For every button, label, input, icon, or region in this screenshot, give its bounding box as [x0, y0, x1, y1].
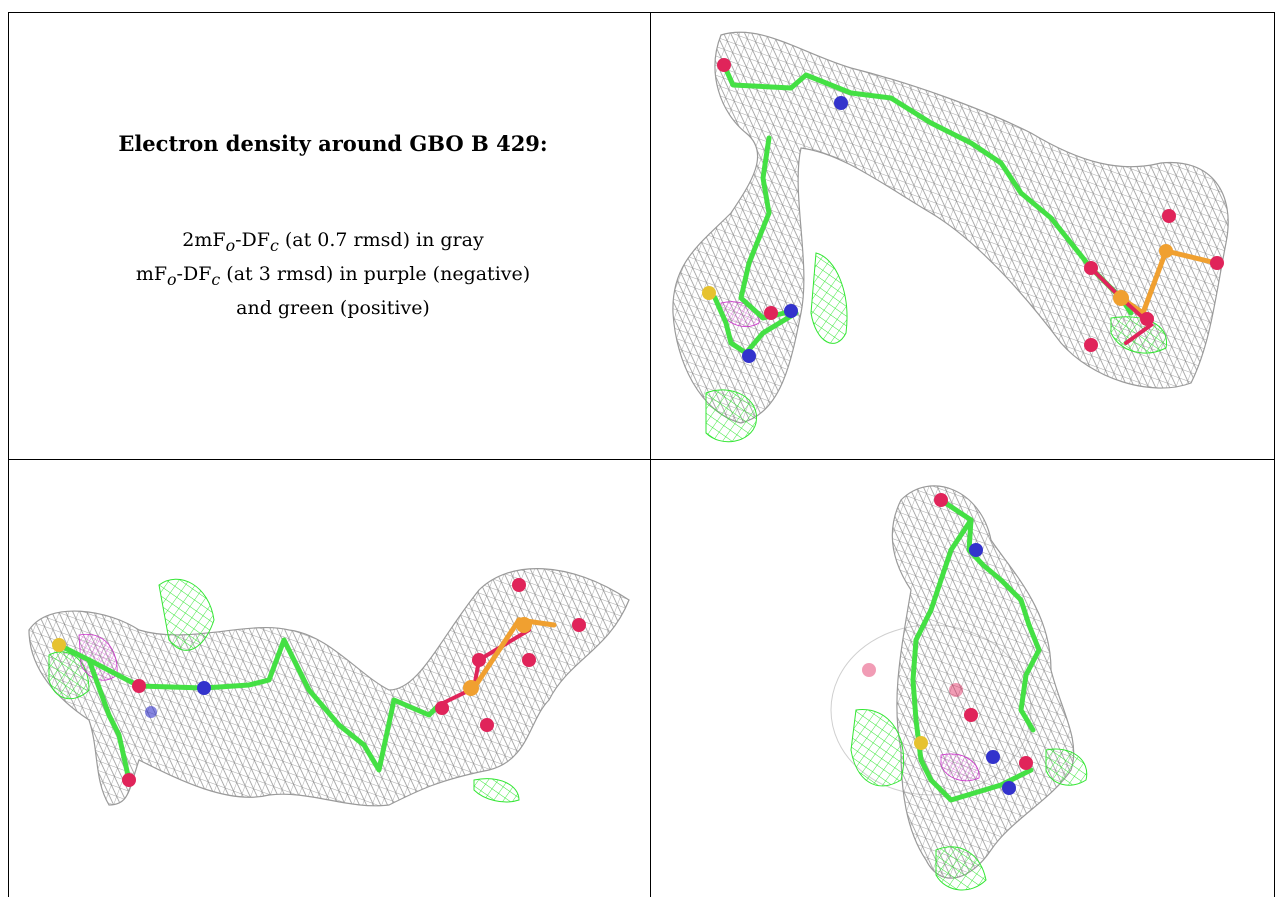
table-border-top — [8, 12, 1275, 13]
legend-cell: Electron density around GBO B 429: 2mFo-… — [9, 13, 650, 459]
table-border-left — [8, 12, 9, 897]
table-border-right — [1274, 12, 1275, 897]
view-bottom-right — [651, 460, 1274, 897]
view-top-right — [651, 13, 1274, 459]
ligand-density-view-2-icon — [28, 568, 630, 807]
caption-line-fo-dfc: mFo-DFc (at 3 rmsd) in purple (negative) — [135, 262, 531, 289]
view-bottom-left — [9, 460, 650, 897]
ligand-density-view-1-icon — [672, 31, 1229, 443]
table-border-center — [650, 12, 651, 897]
figure-title: Electron density around GBO B 429: — [118, 131, 548, 156]
figure-caption: 2mFo-DFc (at 0.7 rmsd) in gray mFo-DFc (… — [9, 226, 650, 322]
table-border-middle — [8, 459, 1275, 460]
caption-line-2fo-dfc: 2mFo-DFc (at 0.7 rmsd) in gray — [182, 229, 484, 255]
caption-line-colors: and green (positive) — [236, 296, 430, 319]
ligand-density-view-3-icon — [830, 485, 1088, 891]
